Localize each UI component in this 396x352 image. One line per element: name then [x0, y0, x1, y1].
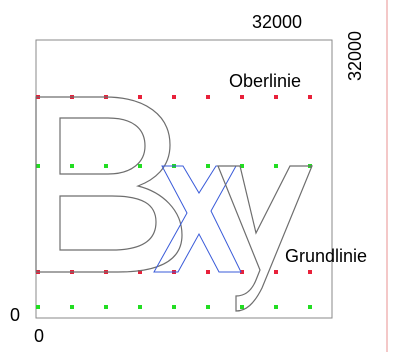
reference-dot: [274, 95, 278, 99]
reference-dot: [206, 270, 210, 274]
reference-dot-rows: [36, 95, 312, 309]
reference-dot: [308, 305, 312, 309]
glyph-x: [153, 165, 242, 273]
origin-x-label: 0: [34, 326, 44, 346]
reference-dot: [36, 305, 40, 309]
reference-dot: [70, 305, 74, 309]
reference-dot: [206, 164, 210, 168]
x-max-label: 32000: [252, 12, 302, 32]
reference-dot: [138, 164, 142, 168]
origin-y-label: 0: [10, 305, 20, 325]
reference-dot: [172, 305, 176, 309]
reference-dot: [240, 95, 244, 99]
reference-dot: [240, 164, 244, 168]
reference-dot: [308, 95, 312, 99]
reference-dot: [104, 164, 108, 168]
glyph-y: [217, 165, 313, 312]
reference-dot: [240, 270, 244, 274]
reference-dot: [172, 95, 176, 99]
grundlinie-label: Grundlinie: [285, 246, 367, 266]
reference-dot: [206, 305, 210, 309]
reference-dot: [308, 270, 312, 274]
reference-dot: [274, 164, 278, 168]
descender-dots: [36, 305, 312, 309]
reference-dot: [104, 305, 108, 309]
reference-dot: [36, 164, 40, 168]
reference-dot: [70, 164, 74, 168]
y-max-label: 32000: [345, 31, 365, 81]
reference-dot: [274, 270, 278, 274]
glyph-B: [35, 96, 183, 273]
reference-dot: [206, 95, 210, 99]
reference-dot: [274, 305, 278, 309]
reference-dot: [138, 95, 142, 99]
oberlinie-label: Oberlinie: [229, 71, 301, 91]
reference-dot: [138, 305, 142, 309]
reference-dot: [138, 270, 142, 274]
reference-dot: [240, 305, 244, 309]
